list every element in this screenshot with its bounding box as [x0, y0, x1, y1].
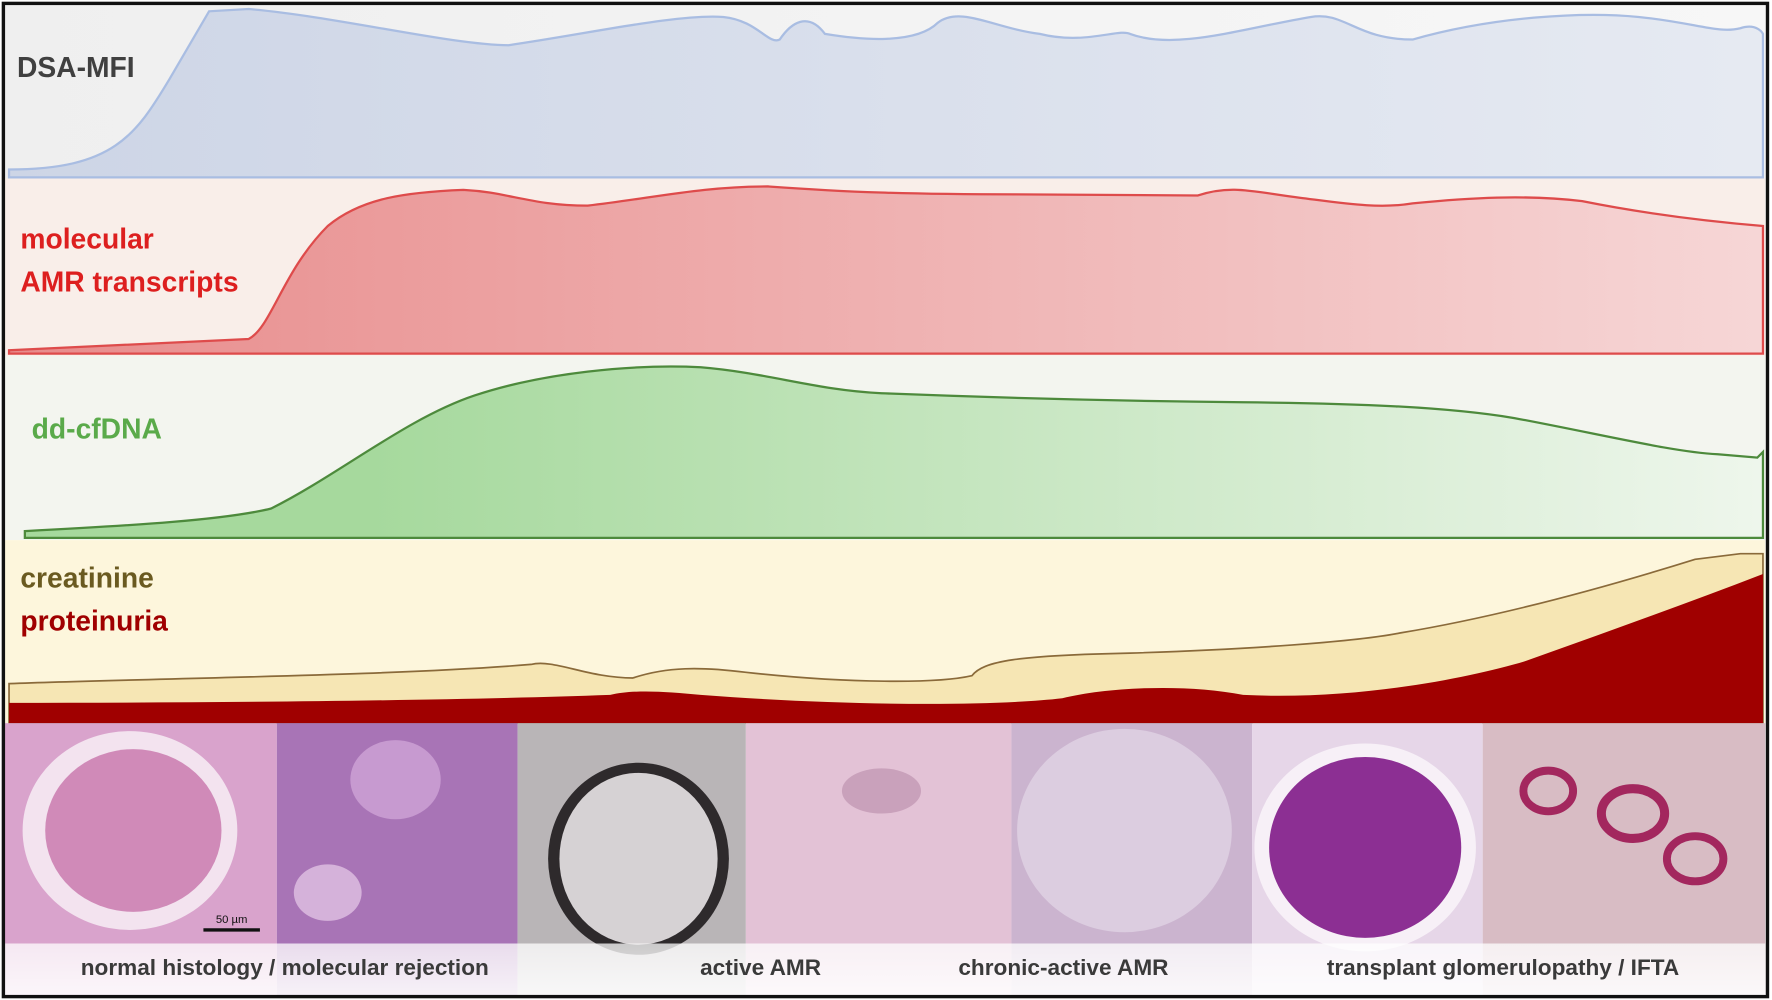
track-label: proteinuria — [20, 605, 168, 637]
tubule — [1662, 832, 1728, 886]
scale-bar-label: 50 µm — [216, 914, 248, 926]
tubule — [1596, 784, 1670, 843]
dsa-curve — [7, 7, 1765, 179]
proteinuria-curve — [9, 574, 1763, 724]
caption: normal histology / molecular rejection — [81, 955, 489, 980]
molecular-curve — [7, 185, 1765, 355]
caption-band — [4, 943, 1766, 995]
tubule — [350, 740, 441, 820]
caption: chronic-active AMR — [958, 955, 1168, 980]
tubule — [841, 768, 922, 814]
track-label: dd-cfDNA — [32, 412, 162, 444]
track-label: molecular — [20, 223, 153, 255]
histology-strip: 50 µm normal histology / molecular rejec… — [4, 723, 1766, 995]
tubule — [1519, 766, 1578, 816]
glomerulus — [1269, 757, 1462, 938]
caption: transplant glomerulopathy / IFTA — [1327, 955, 1679, 980]
ddcfdna-curve — [23, 365, 1765, 539]
track-label: creatinine — [20, 562, 153, 594]
tubule — [293, 864, 362, 921]
caption: active AMR — [700, 955, 821, 980]
track-label: DSA-MFI — [17, 51, 135, 83]
creatinine-curve — [8, 552, 1764, 725]
track-label: AMR transcripts — [20, 266, 238, 298]
glomerulus — [45, 749, 222, 912]
glomerulus — [1017, 728, 1232, 933]
glomerulus — [559, 772, 718, 945]
